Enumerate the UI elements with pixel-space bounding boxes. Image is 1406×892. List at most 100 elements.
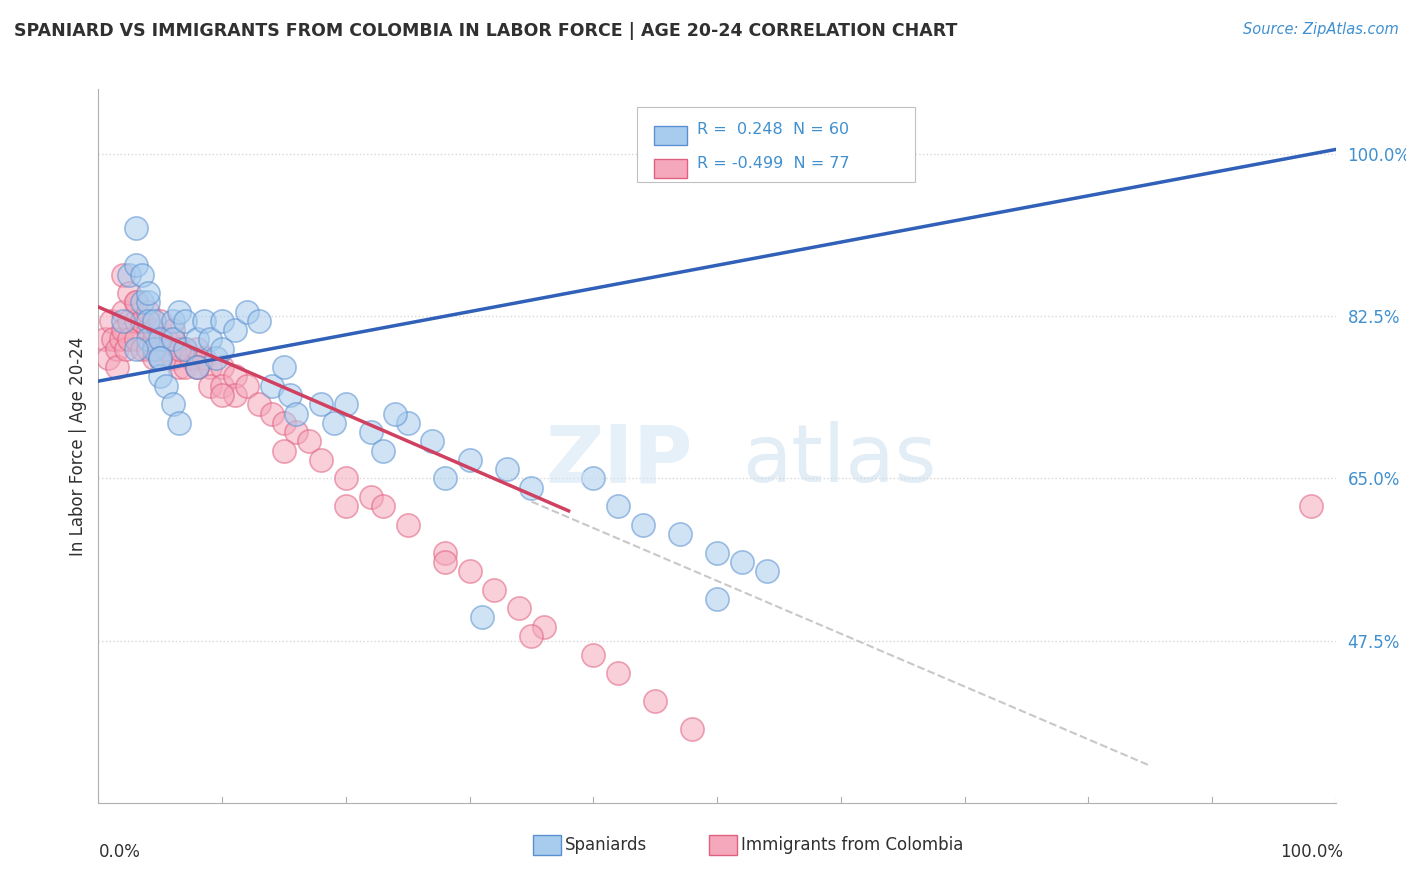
Point: [131, 268, 153, 282]
Point: [371, 500, 394, 514]
Point: [124, 342, 146, 356]
Point: [371, 443, 394, 458]
Point: [162, 323, 184, 337]
Point: [205, 351, 228, 365]
Text: Spaniards: Spaniards: [565, 836, 647, 854]
Point: [533, 620, 555, 634]
Point: [155, 342, 177, 356]
Text: R =  0.248  N = 60: R = 0.248 N = 60: [697, 122, 849, 137]
Point: [273, 416, 295, 430]
Point: [731, 555, 754, 569]
Point: [260, 378, 283, 392]
Point: [211, 314, 233, 328]
Point: [706, 545, 728, 559]
Point: [143, 351, 166, 365]
Point: [124, 295, 146, 310]
Point: [93, 333, 115, 347]
Point: [143, 314, 166, 328]
Point: [149, 333, 172, 347]
Point: [124, 333, 146, 347]
Point: [149, 351, 172, 365]
Point: [198, 360, 221, 375]
Point: [143, 323, 166, 337]
Point: [384, 407, 406, 421]
Point: [273, 360, 295, 375]
Point: [396, 517, 419, 532]
Point: [162, 333, 184, 347]
Point: [247, 397, 270, 411]
Point: [112, 268, 135, 282]
Point: [136, 286, 159, 301]
Point: [149, 369, 172, 384]
Point: [396, 416, 419, 430]
Point: [458, 564, 481, 578]
Point: [224, 369, 246, 384]
Point: [143, 333, 166, 347]
Point: [422, 434, 444, 449]
Point: [167, 342, 190, 356]
Point: [309, 397, 332, 411]
Point: [309, 453, 332, 467]
Point: [211, 360, 233, 375]
Point: [149, 351, 172, 365]
Y-axis label: In Labor Force | Age 20-24: In Labor Force | Age 20-24: [69, 336, 87, 556]
Point: [681, 722, 703, 736]
Point: [174, 360, 197, 375]
Point: [186, 342, 208, 356]
Point: [433, 471, 456, 485]
Point: [105, 342, 128, 356]
Point: [236, 304, 259, 318]
Point: [335, 471, 357, 485]
Point: [149, 351, 172, 365]
Point: [582, 648, 605, 662]
Point: [186, 360, 208, 375]
Point: [260, 407, 283, 421]
Point: [155, 333, 177, 347]
Point: [285, 407, 308, 421]
Point: [155, 378, 177, 392]
Point: [298, 434, 321, 449]
Point: [167, 304, 190, 318]
Text: R = -0.499  N = 77: R = -0.499 N = 77: [697, 156, 849, 171]
Point: [198, 333, 221, 347]
Point: [458, 453, 481, 467]
Point: [97, 351, 120, 365]
Point: [131, 314, 153, 328]
Point: [143, 342, 166, 356]
Point: [136, 342, 159, 356]
Point: [118, 333, 141, 347]
Point: [105, 360, 128, 375]
Point: [495, 462, 517, 476]
Point: [211, 378, 233, 392]
Point: [706, 591, 728, 606]
Point: [149, 333, 172, 347]
Point: [114, 342, 136, 356]
Point: [167, 342, 190, 356]
Point: [273, 443, 295, 458]
Point: [322, 416, 344, 430]
Point: [112, 304, 135, 318]
Point: [167, 416, 190, 430]
Point: [131, 295, 153, 310]
Point: [112, 314, 135, 328]
Point: [247, 314, 270, 328]
Point: [607, 666, 630, 681]
Point: [224, 323, 246, 337]
Point: [174, 314, 197, 328]
Point: [211, 342, 233, 356]
Point: [484, 582, 506, 597]
Point: [136, 314, 159, 328]
Point: [582, 471, 605, 485]
Point: [471, 610, 494, 624]
Point: [433, 555, 456, 569]
Text: atlas: atlas: [742, 421, 936, 500]
Point: [162, 351, 184, 365]
Point: [644, 694, 666, 708]
Text: 0.0%: 0.0%: [98, 843, 141, 861]
Text: Immigrants from Colombia: Immigrants from Colombia: [741, 836, 963, 854]
Point: [118, 268, 141, 282]
Point: [118, 314, 141, 328]
FancyBboxPatch shape: [637, 107, 915, 182]
Point: [103, 333, 125, 347]
Point: [631, 517, 654, 532]
